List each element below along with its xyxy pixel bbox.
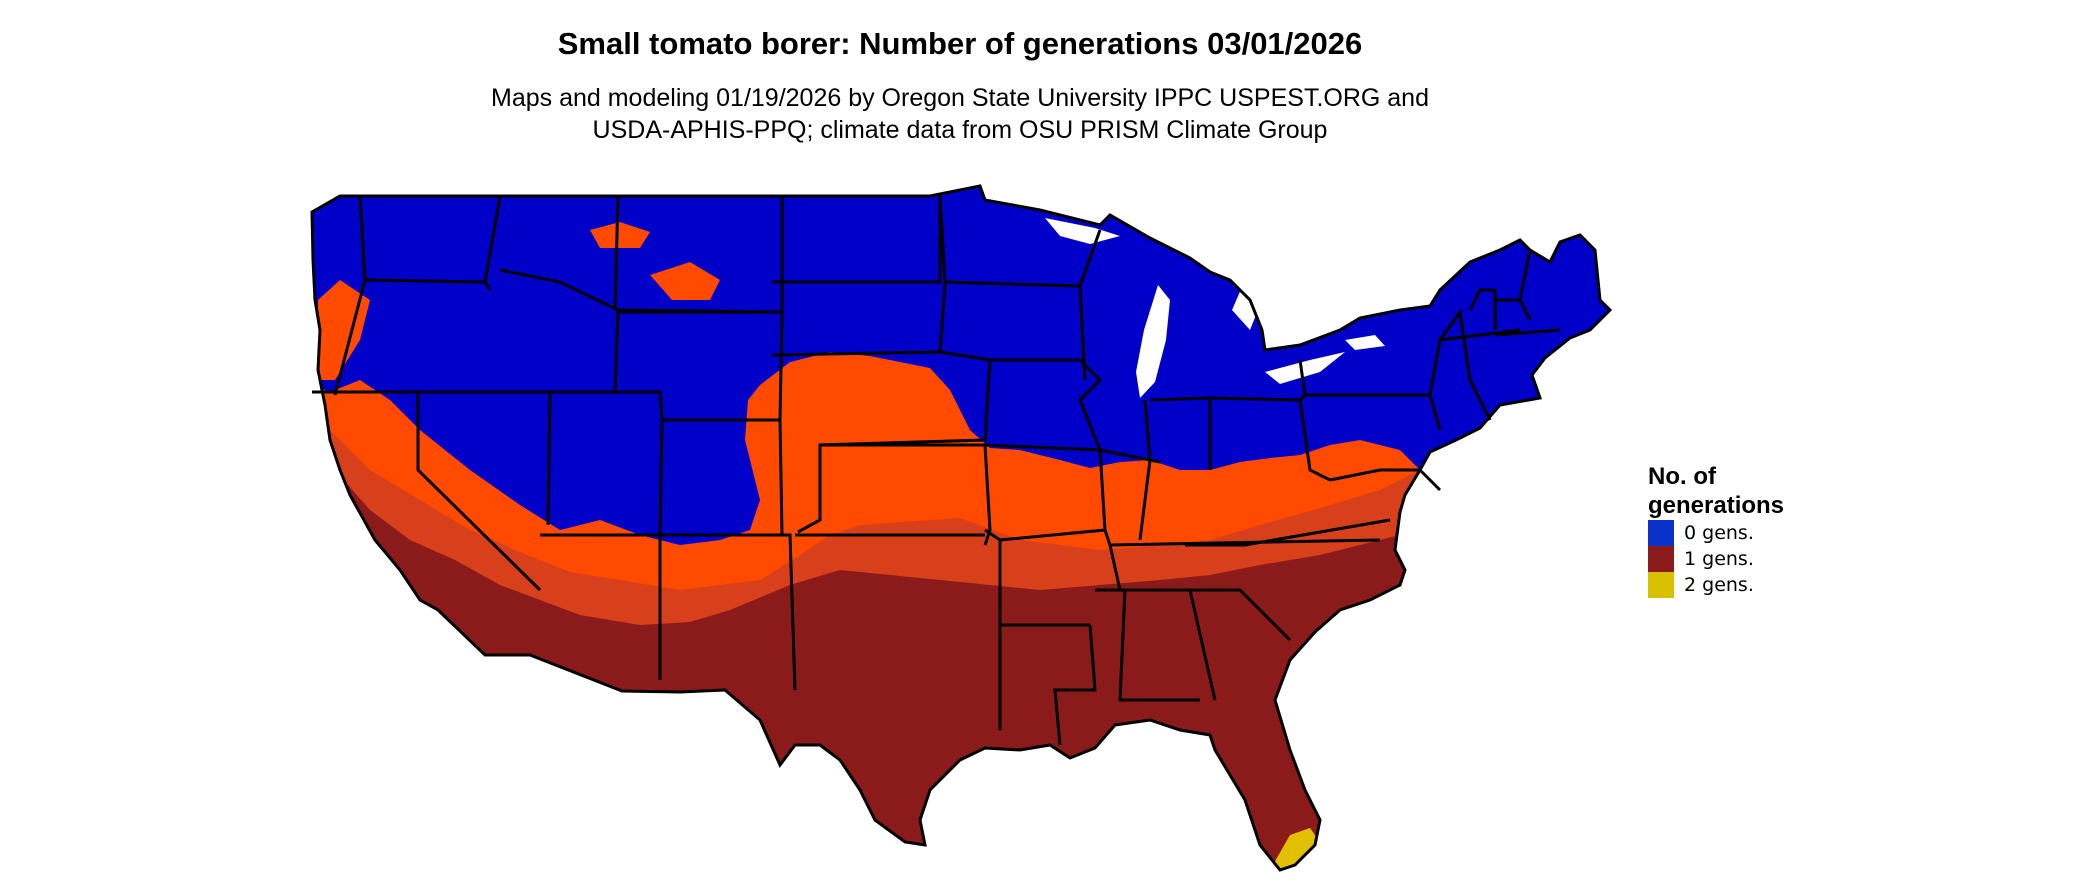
- legend-swatch: [1648, 572, 1674, 598]
- subtitle-line-2: USDA-APHIS-PPQ; climate data from OSU PR…: [592, 116, 1328, 144]
- great-lakes: [1045, 218, 1385, 398]
- legend-label: 0 gens.: [1684, 522, 1754, 544]
- legend-swatch: [1648, 520, 1674, 546]
- map-legend: No. of generations 0 gens. 1 gens. 2 gen…: [1648, 462, 1848, 598]
- legend-label: 1 gens.: [1684, 548, 1754, 570]
- legend-title-line-2: generations: [1648, 492, 1785, 519]
- subtitle-line-1: Maps and modeling 01/19/2026 by Oregon S…: [491, 84, 1429, 112]
- legend-swatch: [1648, 546, 1674, 572]
- legend-item-0: 0 gens.: [1648, 520, 1848, 546]
- legend-title: No. of generations: [1648, 462, 1848, 520]
- state-borders: [310, 184, 1612, 872]
- legend-label: 2 gens.: [1684, 574, 1754, 596]
- legend-item-1: 1 gens.: [1648, 546, 1848, 572]
- legend-title-line-1: No. of: [1648, 463, 1716, 490]
- legend-item-2: 2 gens.: [1648, 572, 1848, 598]
- map-subtitle: Maps and modeling 01/19/2026 by Oregon S…: [0, 82, 1920, 146]
- map-title: Small tomato borer: Number of generation…: [557, 26, 1363, 61]
